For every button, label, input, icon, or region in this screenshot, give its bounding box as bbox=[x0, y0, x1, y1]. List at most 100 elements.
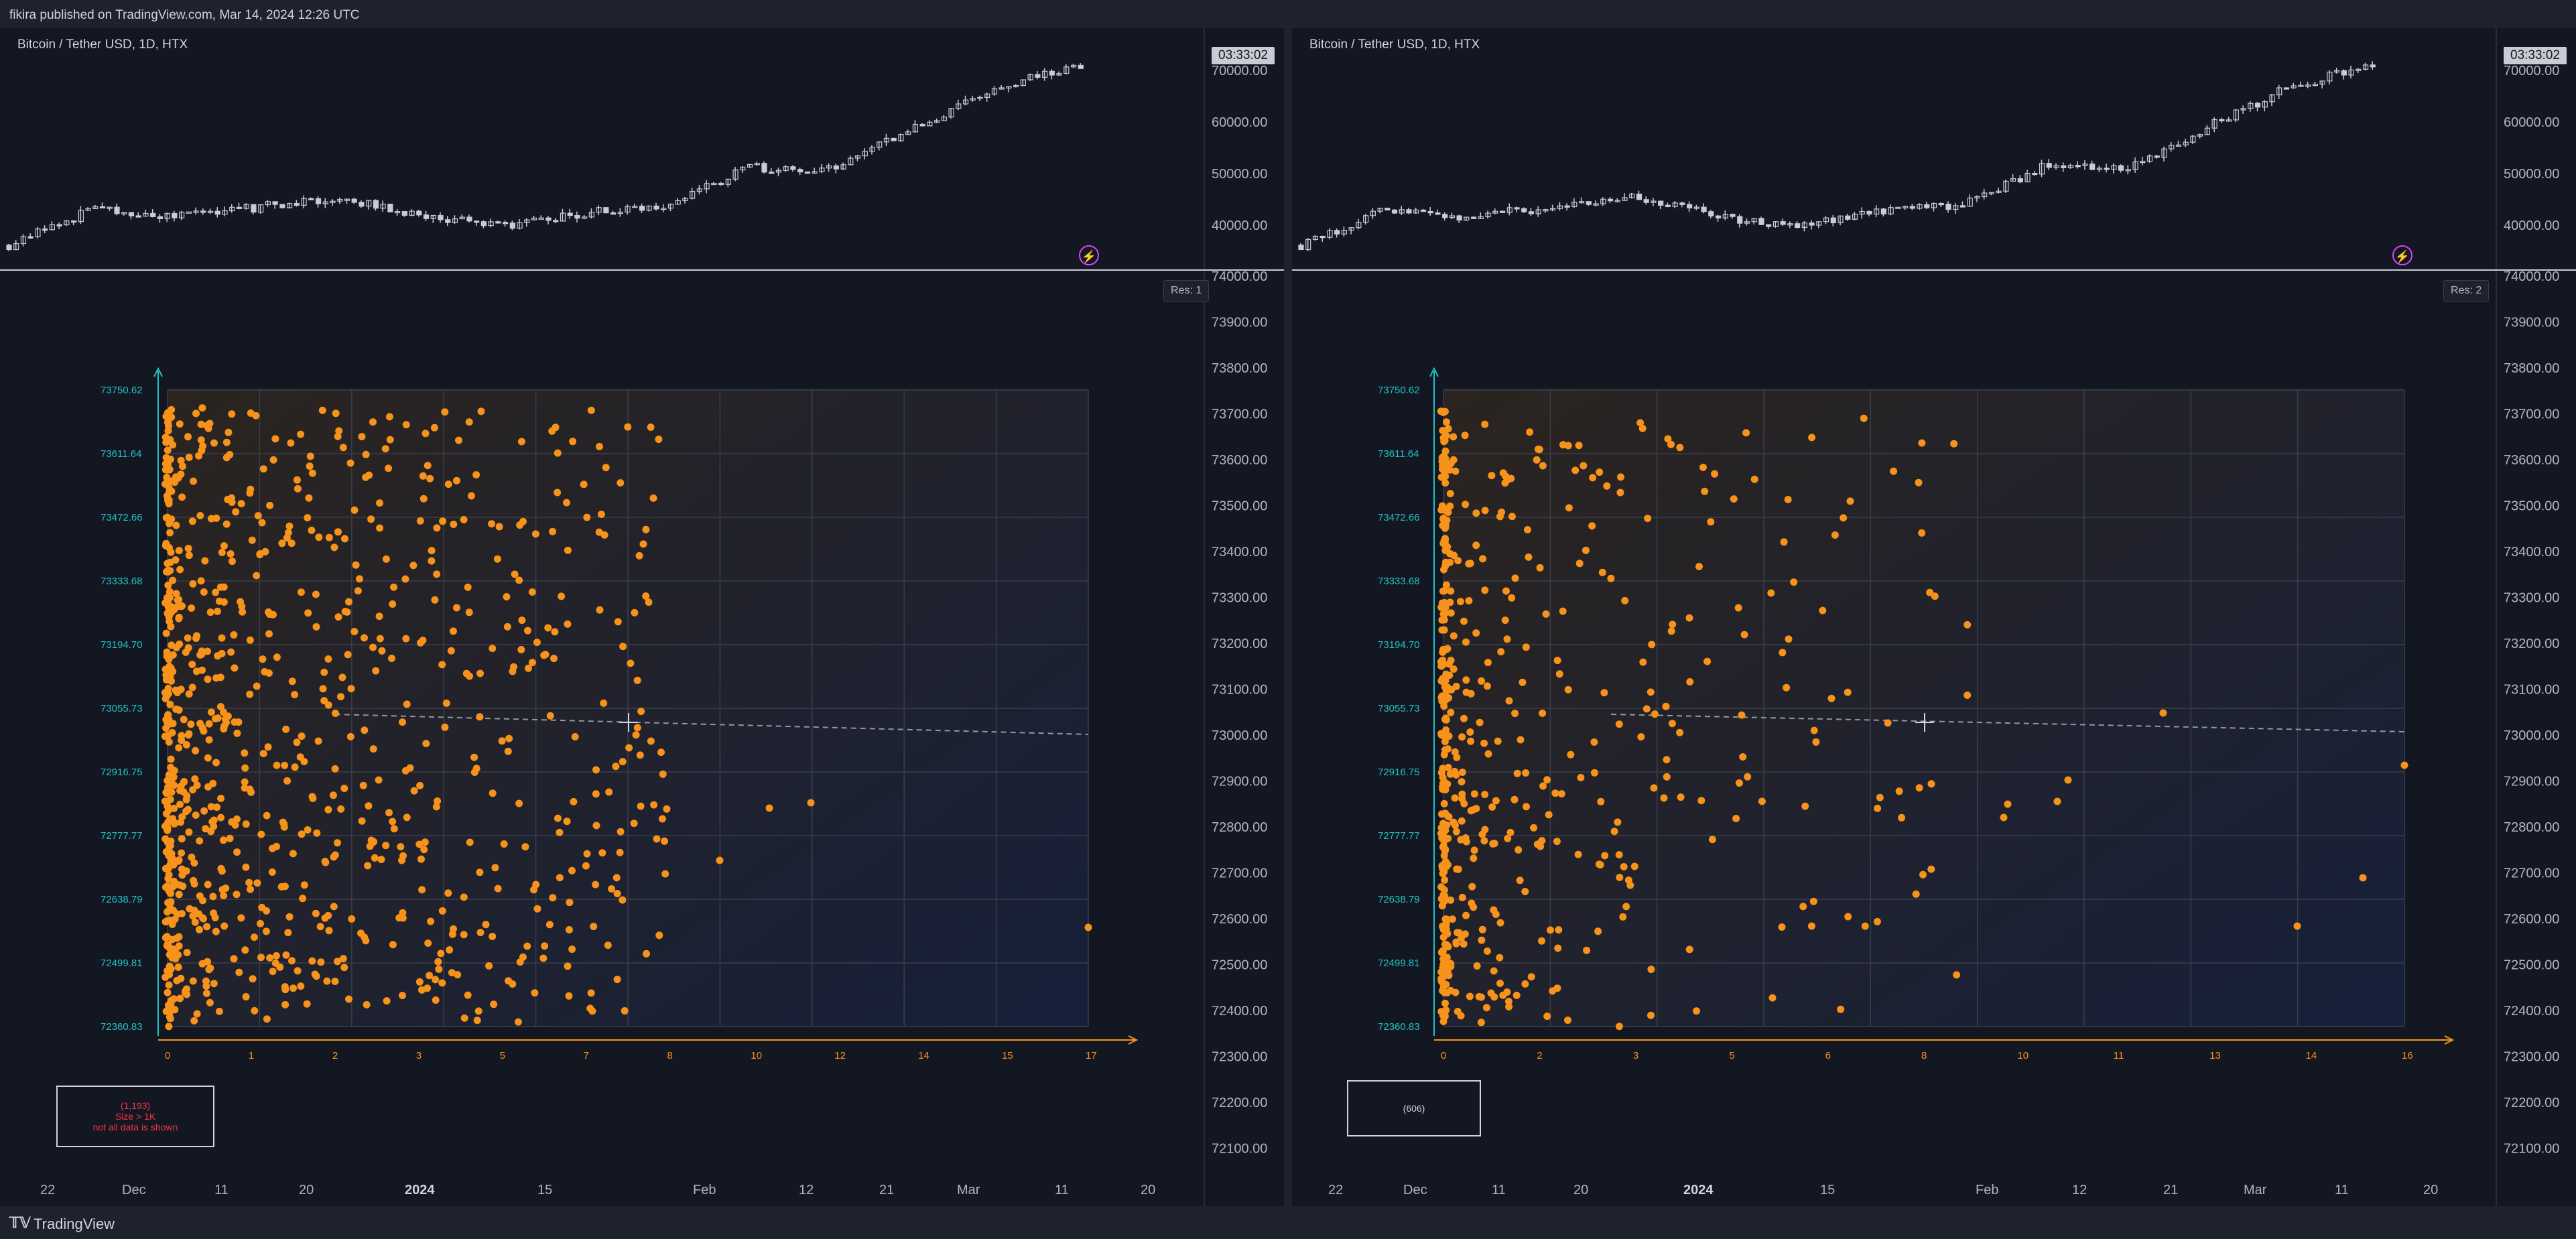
scatter-point bbox=[554, 488, 562, 497]
scatter-point bbox=[2064, 776, 2072, 784]
scatter-point bbox=[570, 797, 578, 805]
candle-body bbox=[1319, 235, 1326, 239]
scatter-point bbox=[316, 923, 324, 931]
scatter-point bbox=[265, 630, 273, 638]
scatter-point bbox=[455, 436, 462, 444]
y-axis-arrow bbox=[153, 367, 163, 377]
scatter-point bbox=[1533, 456, 1541, 464]
scatter-point bbox=[345, 598, 352, 606]
scatter-point bbox=[221, 715, 229, 723]
scatter-point bbox=[1440, 537, 1448, 545]
candle-body bbox=[2169, 145, 2175, 149]
scatter-point bbox=[505, 734, 513, 742]
flash-icon[interactable]: ⚡ bbox=[2392, 245, 2412, 265]
scatter-point bbox=[1615, 720, 1623, 728]
scatter-point bbox=[166, 842, 174, 850]
scatter-point bbox=[1470, 846, 1478, 854]
scatter-point bbox=[1505, 1002, 1513, 1010]
scatter-point bbox=[1441, 746, 1449, 754]
scatter-point bbox=[241, 946, 249, 954]
scatter-point bbox=[390, 583, 397, 591]
scatter-point bbox=[1695, 563, 1703, 570]
candle-body bbox=[2254, 103, 2261, 108]
candle-body bbox=[49, 224, 56, 231]
x-tick-label: 12 bbox=[834, 1050, 846, 1061]
scatter-point bbox=[390, 825, 398, 833]
scatter-point bbox=[331, 851, 339, 859]
price-axis-label: 73500.00 bbox=[2504, 499, 2559, 514]
scatter-point bbox=[264, 743, 272, 751]
candle-body bbox=[1586, 201, 1592, 205]
candle-body bbox=[1651, 200, 1657, 203]
flash-icon[interactable]: ⚡ bbox=[1079, 245, 1099, 265]
scatter-point bbox=[1466, 560, 1474, 568]
scatter-point bbox=[369, 745, 377, 753]
scatter-point bbox=[1441, 729, 1449, 737]
symbol-title[interactable]: Bitcoin / Tether USD, 1D, HTX bbox=[1309, 38, 1480, 52]
scatter-point bbox=[1439, 587, 1447, 595]
candle-body bbox=[1917, 204, 1923, 209]
scatter-point bbox=[1447, 609, 1455, 617]
scatter-point bbox=[166, 1013, 174, 1021]
scatter-point bbox=[365, 802, 373, 810]
x-tick-label: 2 bbox=[1537, 1050, 1542, 1061]
scatter-point bbox=[192, 746, 200, 755]
scatter-point bbox=[564, 962, 572, 970]
scatter-point bbox=[382, 555, 390, 563]
scatter-point bbox=[200, 807, 208, 815]
y-tick-label: 73055.73 bbox=[1378, 703, 1420, 714]
x-tick-label: 14 bbox=[2306, 1050, 2317, 1061]
scatter-point bbox=[1480, 739, 1488, 747]
scatter-point bbox=[197, 420, 205, 428]
scatter-point bbox=[247, 788, 255, 796]
candle-body bbox=[459, 216, 465, 220]
scatter-point bbox=[198, 404, 206, 412]
price-axis-label: 72900.00 bbox=[1212, 775, 1267, 789]
candle-body bbox=[27, 236, 34, 239]
candle-body bbox=[1744, 221, 1750, 224]
scatter-point bbox=[178, 493, 186, 501]
candle-body bbox=[2226, 119, 2232, 122]
date-axis-label: Feb bbox=[693, 1183, 716, 1197]
chart-panel-left[interactable]: Bitcoin / Tether USD, 1D, HTX 03:33:02 R… bbox=[0, 28, 1284, 1206]
scatter-point bbox=[1441, 696, 1450, 704]
chart-svg: 70000.00 60000.00 50000.00 40000.00 74000.00… bbox=[1298, 61, 2559, 1197]
scatter-point bbox=[171, 1006, 179, 1014]
scatter-point bbox=[1538, 937, 1545, 945]
scatter-point bbox=[1750, 475, 1758, 483]
scatter-point bbox=[1439, 933, 1447, 941]
scatter-point bbox=[1504, 834, 1512, 842]
scatter-point bbox=[389, 818, 397, 826]
scatter-point bbox=[661, 837, 668, 845]
scatter-point bbox=[369, 418, 377, 426]
candle-body bbox=[718, 182, 724, 186]
scatter-point bbox=[337, 805, 345, 813]
pane-separator[interactable] bbox=[1292, 269, 2576, 271]
candle-body bbox=[1427, 210, 1433, 214]
candle-body bbox=[610, 212, 617, 215]
chart-panel-right[interactable]: Bitcoin / Tether USD, 1D, HTX 03:33:02 R… bbox=[1292, 28, 2576, 1206]
scatter-point bbox=[175, 891, 183, 899]
scatter-point bbox=[449, 627, 457, 635]
scatter-point bbox=[1478, 925, 1486, 933]
scatter-point bbox=[1483, 947, 1491, 955]
brand-label[interactable]: TradingView bbox=[34, 1216, 115, 1232]
scatter-point bbox=[519, 517, 527, 525]
candle-body bbox=[1543, 209, 1549, 212]
symbol-title[interactable]: Bitcoin / Tether USD, 1D, HTX bbox=[17, 38, 188, 52]
x-tick-label: 3 bbox=[416, 1050, 422, 1061]
scatter-point bbox=[418, 886, 426, 894]
scatter-point bbox=[376, 499, 383, 507]
candle-body bbox=[1959, 205, 1966, 208]
scatter-point bbox=[444, 889, 452, 897]
scatter-point bbox=[1809, 897, 1817, 905]
scatter-point bbox=[554, 814, 562, 822]
pane-separator[interactable] bbox=[0, 269, 1284, 271]
scatter-point bbox=[586, 1004, 594, 1013]
tradingview-logo-icon[interactable]: 𝕋𝕍 bbox=[9, 1214, 31, 1231]
scatter-point bbox=[285, 913, 294, 921]
scatter-point bbox=[330, 903, 338, 911]
scatter-point bbox=[165, 422, 172, 430]
candle-body bbox=[1356, 222, 1362, 229]
scatter-point bbox=[476, 713, 484, 721]
